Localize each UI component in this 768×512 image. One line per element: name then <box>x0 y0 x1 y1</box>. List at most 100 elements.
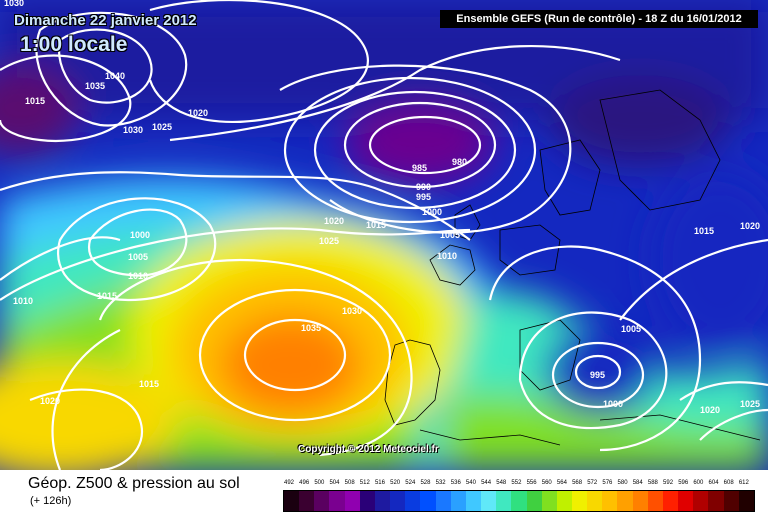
color-swatch <box>708 491 724 511</box>
color-scale-label: 600 <box>693 480 704 486</box>
color-swatch <box>738 491 754 511</box>
color-scale-label: 500 <box>314 480 325 486</box>
isobar-label: 1000 <box>603 399 623 409</box>
color-swatch <box>693 491 709 511</box>
isobar-labels: 1030 1040 1035 1015 1030 1025 1020 985 9… <box>4 0 760 415</box>
isobar-label: 1025 <box>740 399 760 409</box>
color-swatch <box>284 491 300 511</box>
color-scale-label: 520 <box>390 480 401 486</box>
color-swatch <box>496 491 512 511</box>
color-swatch <box>632 491 648 511</box>
color-swatch <box>511 491 527 511</box>
color-scale-label: 556 <box>526 480 537 486</box>
color-scale-label: 612 <box>738 480 749 486</box>
color-swatch <box>587 491 603 511</box>
color-swatch <box>465 491 482 511</box>
legend-subtitle: (+ 126h) <box>30 495 72 507</box>
color-scale-label: 576 <box>602 480 613 486</box>
color-scale-label: 504 <box>329 480 340 486</box>
isobar-label: 1000 <box>422 207 442 217</box>
color-scale-label: 492 <box>284 480 295 486</box>
color-swatch <box>556 491 572 511</box>
color-scale-label: 528 <box>420 480 431 486</box>
color-swatch <box>526 491 542 511</box>
isobar-label: 1005 <box>440 230 460 240</box>
forecast-date: Dimanche 22 janvier 2012 <box>14 12 197 29</box>
isobar-label: 1040 <box>105 71 125 81</box>
isobar-label: 1005 <box>128 252 148 262</box>
color-scale-label: 596 <box>678 480 689 486</box>
isobar-label: 1015 <box>97 291 117 301</box>
color-swatch <box>450 491 466 511</box>
color-scale-label: 584 <box>632 480 643 486</box>
isobar-label: 1020 <box>188 108 208 118</box>
color-swatch <box>314 491 330 511</box>
color-swatch <box>571 491 588 511</box>
isobars <box>0 0 768 470</box>
color-scale-label: 604 <box>708 480 719 486</box>
color-swatch <box>329 491 345 511</box>
color-swatch <box>359 491 375 511</box>
color-scale-label: 564 <box>556 480 567 486</box>
isobar-label: 1005 <box>621 324 641 334</box>
color-scale-label: 524 <box>405 480 416 486</box>
color-scale-label: 512 <box>359 480 370 486</box>
color-scale-label: 552 <box>511 480 522 486</box>
color-scale-labels: 492 496 500 504 508 512 516 520 524 528 532 536 540 5… <box>283 480 753 489</box>
color-swatch <box>435 491 451 511</box>
color-scale-label: 580 <box>617 480 628 486</box>
isobar-label: 1020 <box>700 405 720 415</box>
color-scale-label: 516 <box>374 480 385 486</box>
color-scale-label: 588 <box>647 480 658 486</box>
color-scale-swatches <box>283 490 755 512</box>
isobar-label: 1010 <box>437 251 457 261</box>
color-swatch <box>723 491 739 511</box>
color-swatch <box>602 491 618 511</box>
isobar-label: 985 <box>412 163 427 173</box>
isobar-label: 1000 <box>130 230 150 240</box>
color-swatch <box>617 491 633 511</box>
isobar-label: 1030 <box>342 306 362 316</box>
color-scale-label: 560 <box>541 480 552 486</box>
isobar-label: 995 <box>590 370 605 380</box>
weather-map: 1030 1040 1035 1015 1030 1025 1020 985 9… <box>0 0 768 470</box>
color-swatch <box>390 491 406 511</box>
coastlines <box>384 89 761 446</box>
color-scale-label: 572 <box>587 480 598 486</box>
color-swatch <box>481 491 497 511</box>
isobar-label: 1015 <box>25 96 45 106</box>
color-swatch <box>374 491 391 511</box>
color-scale-label: 540 <box>465 480 476 486</box>
color-swatch <box>344 491 360 511</box>
isobar-label: 1035 <box>85 81 105 91</box>
color-scale-label: 608 <box>723 480 734 486</box>
legend-title: Géop. Z500 & pression au sol <box>28 475 240 492</box>
color-swatch <box>662 491 679 511</box>
color-scale-label: 568 <box>572 480 583 486</box>
color-swatch <box>647 491 663 511</box>
isobar-label: 1010 <box>128 271 148 281</box>
copyright-notice: Copyright © 2012 Meteociel.fr <box>298 444 439 455</box>
run-info-banner: Ensemble GEFS (Run de contrôle) - 18 Z d… <box>440 10 758 28</box>
isobar-label: 990 <box>416 182 431 192</box>
color-swatch <box>299 491 315 511</box>
color-swatch <box>420 491 436 511</box>
isobar-label: 995 <box>416 192 431 202</box>
isobar-label: 1030 <box>123 125 143 135</box>
isobar-label: 1020 <box>40 396 60 406</box>
map-canvas: 1030 1040 1035 1015 1030 1025 1020 985 9… <box>0 0 768 470</box>
legend-footer: Géop. Z500 & pression au sol (+ 126h) 49… <box>0 470 768 512</box>
isobar-label: 1015 <box>694 226 714 236</box>
isobar-label: 1015 <box>139 379 159 389</box>
isobar-label: 980 <box>452 157 467 167</box>
isobar-label: 1035 <box>301 323 321 333</box>
isobar-label: 1020 <box>740 221 760 231</box>
isobar-label: 1025 <box>152 122 172 132</box>
color-scale-label: 548 <box>496 480 507 486</box>
color-swatch <box>678 491 694 511</box>
color-scale-label: 592 <box>663 480 674 486</box>
isobar-label: 1025 <box>319 236 339 246</box>
isobar-label: 1010 <box>13 296 33 306</box>
isobar-label: 1015 <box>366 220 386 230</box>
color-scale-label: 536 <box>450 480 461 486</box>
